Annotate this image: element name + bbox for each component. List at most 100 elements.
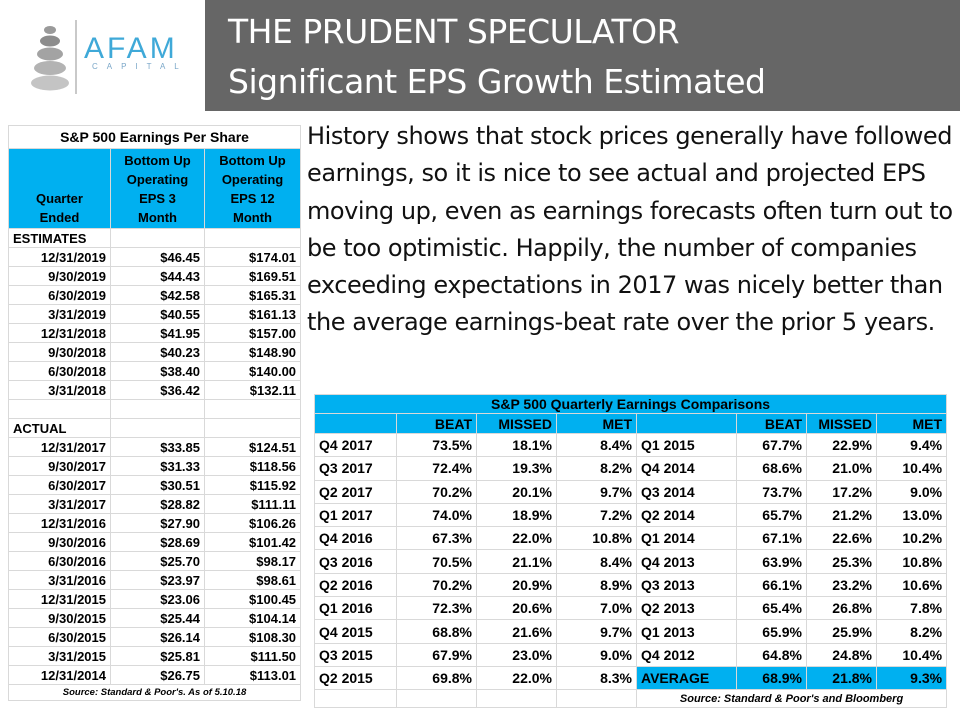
eps-actual-row: 12/31/2015 $23.06 $100.45 bbox=[8, 589, 302, 609]
eps-column-header: Bottom Up Operating EPS 12 Month bbox=[203, 148, 302, 229]
comparisons-value-cell: 21.0% bbox=[806, 456, 877, 481]
comparisons-quarter-cell: Q4 2012 bbox=[636, 642, 737, 667]
eps-section-label: ESTIMATES bbox=[8, 228, 111, 248]
eps-table-title: S&P 500 Earnings Per Share bbox=[7, 125, 302, 149]
comparisons-value-cell: 9.0% bbox=[556, 642, 637, 667]
eps-12month-cell: $169.51 bbox=[203, 266, 302, 286]
comparisons-value-cell: 22.9% bbox=[806, 432, 877, 458]
eps-quarter-cell: 9/30/2019 bbox=[8, 266, 111, 286]
eps-column-header-line: Operating bbox=[126, 172, 189, 187]
eps-quarter-cell: 6/30/2017 bbox=[8, 475, 111, 495]
eps-estimate-row: 12/31/2018 $41.95 $157.00 bbox=[8, 323, 302, 343]
comparisons-quarter-cell: Q2 2015 bbox=[314, 665, 397, 691]
comparisons-row: Q2 2017 70.2% 20.1% 9.7% Q3 2014 73.7% 17.2% 9.… bbox=[314, 479, 948, 504]
eps-section-label: ACTUAL bbox=[8, 418, 111, 438]
comparisons-value-cell: 20.9% bbox=[476, 572, 557, 598]
comparisons-value-cell: 70.5% bbox=[396, 549, 477, 574]
comparisons-value-cell: 8.9% bbox=[556, 572, 637, 598]
eps-actual-row: 3/31/2015 $25.81 $111.50 bbox=[8, 646, 302, 666]
eps-empty-cell bbox=[110, 399, 205, 419]
comparisons-value-cell: 9.7% bbox=[556, 479, 637, 504]
eps-quarter-cell: 9/30/2015 bbox=[8, 608, 111, 628]
comparisons-value-cell: 24.8% bbox=[806, 642, 877, 667]
comparisons-value-cell: 25.3% bbox=[806, 549, 877, 574]
eps-source-note: Source: Standard & Poor's. As of 5.10.18 bbox=[7, 684, 302, 701]
comparisons-value-cell: 8.4% bbox=[556, 432, 637, 458]
eps-empty-cell bbox=[110, 418, 205, 438]
eps-actual-row: 9/30/2015 $25.44 $104.14 bbox=[8, 608, 302, 628]
comparisons-value-cell: 20.1% bbox=[476, 479, 557, 504]
comparisons-quarter-cell: Q4 2016 bbox=[314, 526, 397, 551]
comparisons-source-note: Source: Standard & Poor's and Bloomberg bbox=[635, 689, 948, 709]
comparisons-value-cell: 66.1% bbox=[736, 572, 807, 598]
comparisons-value-cell: 18.1% bbox=[476, 432, 557, 458]
comparisons-quarter-cell: Q4 2014 bbox=[636, 456, 737, 481]
eps-3month-cell: $25.70 bbox=[110, 551, 205, 571]
comparisons-column-header: BEAT bbox=[736, 413, 807, 434]
comparisons-value-cell: 72.3% bbox=[396, 596, 477, 621]
comparisons-value-cell: 9.0% bbox=[875, 479, 948, 504]
comparisons-value-cell: 73.7% bbox=[736, 479, 807, 504]
comparisons-row: Q1 2017 74.0% 18.9% 7.2% Q2 2014 65.7% 21.2% 13… bbox=[314, 502, 948, 528]
eps-column-header: Quarter Ended bbox=[8, 148, 111, 229]
eps-section-row: ACTUAL bbox=[8, 418, 302, 438]
comparisons-quarter-cell: Q2 2013 bbox=[636, 596, 737, 621]
comparisons-row: Q3 2015 67.9% 23.0% 9.0% Q4 2012 64.8% 24.8% 10… bbox=[314, 642, 948, 667]
eps-quarter-cell: 3/31/2016 bbox=[8, 570, 111, 590]
eps-3month-cell: $31.33 bbox=[110, 456, 205, 476]
eps-empty-cell bbox=[110, 228, 205, 248]
comparisons-column-header: MET bbox=[875, 413, 948, 434]
eps-actual-row: 3/31/2017 $28.82 $111.11 bbox=[8, 494, 302, 514]
eps-12month-cell: $98.61 bbox=[203, 570, 302, 590]
comparisons-quarter-cell: Q3 2013 bbox=[636, 572, 737, 598]
eps-3month-cell: $40.55 bbox=[110, 304, 205, 324]
eps-12month-cell: $111.50 bbox=[203, 646, 302, 666]
comparisons-value-cell: 65.9% bbox=[736, 619, 807, 644]
comparisons-column-header bbox=[636, 413, 737, 434]
comparisons-value-cell: 9.4% bbox=[875, 432, 948, 458]
comparisons-value-cell: 19.3% bbox=[476, 456, 557, 481]
comparisons-quarter-cell: Q2 2014 bbox=[636, 502, 737, 528]
eps-table-title-row: S&P 500 Earnings Per Share bbox=[7, 125, 302, 149]
comparisons-value-cell: 68.9% bbox=[736, 665, 807, 691]
comparisons-value-cell: 70.2% bbox=[396, 479, 477, 504]
eps-12month-cell: $113.01 bbox=[203, 665, 302, 685]
comparisons-title-row: S&P 500 Quarterly Earnings Comparisons bbox=[313, 394, 948, 414]
comparisons-row: Q4 2015 68.8% 21.6% 9.7% Q1 2013 65.9% 25.9% 8.… bbox=[314, 619, 948, 644]
eps-3month-cell: $38.40 bbox=[110, 361, 205, 381]
comparisons-value-cell: 21.8% bbox=[806, 665, 877, 691]
eps-table-container: S&P 500 Earnings Per Share Quarter Ended Bo… bbox=[7, 125, 302, 701]
eps-12month-cell: $106.26 bbox=[203, 513, 302, 533]
comparisons-value-cell: 13.0% bbox=[875, 502, 948, 528]
eps-3month-cell: $40.23 bbox=[110, 342, 205, 362]
comparisons-quarter-cell: Q1 2016 bbox=[314, 596, 397, 621]
eps-quarter-cell: 3/31/2019 bbox=[8, 304, 111, 324]
comparisons-value-cell: 74.0% bbox=[396, 502, 477, 528]
comparisons-value-cell: 22.6% bbox=[806, 526, 877, 551]
eps-column-header-line: Quarter bbox=[36, 191, 83, 206]
comparisons-value-cell: 10.8% bbox=[875, 549, 948, 574]
eps-12month-cell: $101.42 bbox=[203, 532, 302, 552]
eps-3month-cell: $28.69 bbox=[110, 532, 205, 552]
eps-quarter-cell: 6/30/2018 bbox=[8, 361, 111, 381]
comparisons-quarter-cell: Q1 2014 bbox=[636, 526, 737, 551]
comparisons-row: Q2 2016 70.2% 20.9% 8.9% Q3 2013 66.1% 23.2% 10… bbox=[314, 572, 948, 598]
comparisons-quarter-cell: Q4 2015 bbox=[314, 619, 397, 644]
eps-section-row: ESTIMATES bbox=[8, 228, 302, 248]
commentary-paragraph: History shows that stock prices generall… bbox=[307, 122, 953, 337]
comparisons-empty-cell bbox=[396, 689, 477, 709]
title-band bbox=[205, 0, 960, 111]
comparisons-value-cell: 23.2% bbox=[806, 572, 877, 598]
comparisons-column-header bbox=[314, 413, 397, 434]
comparisons-value-cell: 10.8% bbox=[556, 526, 637, 551]
comparisons-value-cell: 10.4% bbox=[875, 456, 948, 481]
eps-quarter-cell: 3/31/2015 bbox=[8, 646, 111, 666]
eps-estimate-row: 3/31/2019 $40.55 $161.13 bbox=[8, 304, 302, 324]
comparisons-quarter-cell: Q1 2015 bbox=[636, 432, 737, 458]
comparisons-value-cell: 10.6% bbox=[875, 572, 948, 598]
comparisons-source-row: Source: Standard & Poor's and Bloomberg bbox=[314, 689, 948, 709]
comparisons-value-cell: 67.9% bbox=[396, 642, 477, 667]
eps-3month-cell: $27.90 bbox=[110, 513, 205, 533]
comparisons-value-cell: 18.9% bbox=[476, 502, 557, 528]
comparisons-column-header: MISSED bbox=[806, 413, 877, 434]
